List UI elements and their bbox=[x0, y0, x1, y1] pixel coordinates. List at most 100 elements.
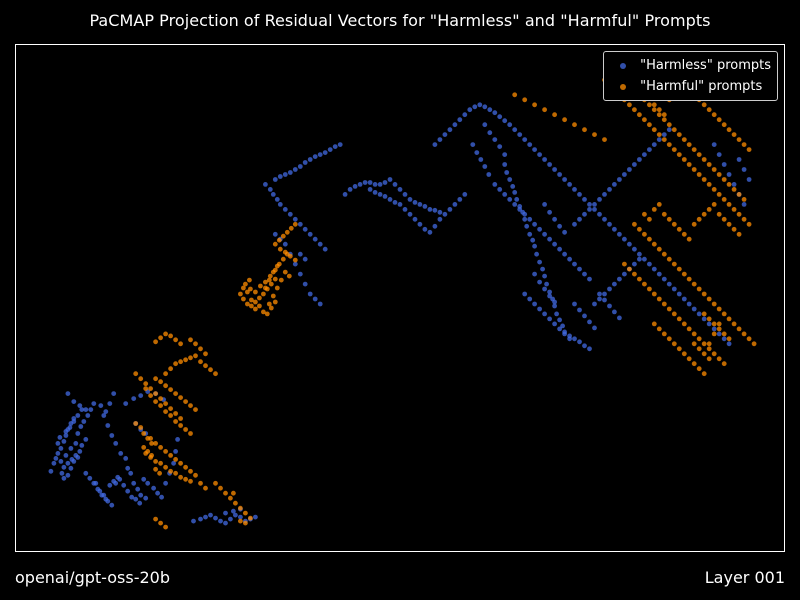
data-point bbox=[510, 184, 516, 189]
data-point bbox=[731, 182, 737, 187]
data-point bbox=[109, 433, 115, 438]
data-point bbox=[55, 441, 61, 446]
data-point bbox=[282, 207, 288, 212]
data-point bbox=[163, 371, 169, 377]
data-point bbox=[716, 211, 722, 217]
data-point bbox=[292, 261, 298, 267]
data-point bbox=[691, 331, 697, 337]
plot-area: "Harmless" prompts "Harmful" prompts bbox=[15, 44, 785, 552]
data-point bbox=[270, 293, 276, 299]
data-point bbox=[437, 137, 443, 142]
data-point bbox=[317, 152, 323, 157]
data-point bbox=[482, 164, 488, 169]
data-point bbox=[602, 297, 607, 303]
data-point bbox=[129, 494, 135, 500]
data-point bbox=[502, 152, 508, 157]
data-point bbox=[681, 271, 687, 277]
data-point bbox=[128, 470, 134, 476]
data-point bbox=[726, 316, 732, 322]
data-point bbox=[530, 237, 536, 243]
data-point bbox=[741, 197, 747, 202]
data-point bbox=[632, 271, 637, 277]
data-point bbox=[661, 211, 667, 217]
legend-item-harmless: "Harmless" prompts bbox=[610, 55, 771, 76]
data-point bbox=[302, 160, 308, 165]
data-point bbox=[741, 142, 747, 147]
data-point bbox=[231, 508, 236, 514]
data-point bbox=[71, 399, 77, 404]
data-point bbox=[512, 190, 518, 195]
data-point bbox=[562, 331, 567, 337]
data-point bbox=[157, 470, 163, 476]
data-point bbox=[701, 157, 707, 162]
data-point bbox=[502, 192, 508, 197]
data-point bbox=[706, 316, 712, 322]
data-point bbox=[233, 512, 238, 518]
data-point bbox=[706, 296, 712, 302]
data-point bbox=[149, 441, 155, 446]
data-point bbox=[377, 182, 383, 187]
data-point bbox=[284, 229, 290, 235]
data-point bbox=[297, 164, 303, 169]
data-point bbox=[612, 281, 617, 287]
data-point bbox=[587, 207, 592, 212]
data-point bbox=[198, 359, 203, 365]
legend: "Harmless" prompts "Harmful" prompts bbox=[603, 51, 778, 101]
data-point bbox=[472, 104, 478, 110]
data-point bbox=[77, 449, 83, 454]
data-point bbox=[651, 241, 657, 247]
data-point bbox=[173, 411, 179, 416]
data-point bbox=[452, 122, 458, 128]
data-point bbox=[527, 216, 533, 222]
data-point bbox=[696, 366, 702, 372]
data-point bbox=[312, 154, 318, 159]
data-point bbox=[676, 346, 682, 352]
data-point bbox=[264, 311, 270, 317]
data-point bbox=[746, 177, 752, 182]
data-point bbox=[145, 436, 151, 441]
data-point bbox=[115, 474, 121, 480]
data-point bbox=[656, 202, 662, 207]
data-point bbox=[542, 231, 547, 237]
data-point bbox=[442, 211, 448, 217]
data-point bbox=[372, 190, 378, 195]
data-point bbox=[79, 407, 85, 412]
data-point bbox=[504, 170, 510, 175]
data-point bbox=[247, 277, 252, 283]
data-point bbox=[492, 110, 498, 116]
data-point bbox=[726, 182, 732, 187]
data-point bbox=[661, 331, 667, 337]
data-point bbox=[517, 204, 523, 209]
data-point bbox=[452, 202, 458, 207]
data-point bbox=[736, 157, 742, 162]
data-point bbox=[121, 482, 127, 488]
data-point bbox=[442, 132, 448, 137]
data-point bbox=[487, 107, 493, 113]
data-point bbox=[432, 223, 438, 229]
data-point bbox=[656, 326, 662, 332]
data-point bbox=[133, 371, 139, 377]
data-point bbox=[198, 346, 203, 352]
data-point bbox=[512, 202, 518, 207]
data-point bbox=[292, 221, 298, 227]
data-point bbox=[83, 437, 89, 442]
data-point bbox=[272, 231, 278, 237]
data-point bbox=[537, 306, 542, 312]
data-point bbox=[537, 279, 542, 285]
data-point bbox=[163, 331, 169, 337]
data-point bbox=[532, 301, 537, 307]
data-point bbox=[666, 216, 672, 222]
data-point bbox=[602, 192, 607, 197]
legend-marker-harmful bbox=[620, 83, 627, 90]
data-point bbox=[612, 309, 617, 315]
data-point bbox=[198, 480, 203, 486]
data-point bbox=[173, 337, 179, 343]
data-point bbox=[716, 172, 722, 177]
data-point bbox=[487, 130, 493, 136]
data-point bbox=[681, 351, 687, 357]
data-point bbox=[65, 391, 71, 396]
data-point bbox=[238, 518, 243, 524]
data-point bbox=[173, 457, 179, 462]
data-point bbox=[248, 286, 253, 292]
data-point bbox=[61, 464, 67, 470]
